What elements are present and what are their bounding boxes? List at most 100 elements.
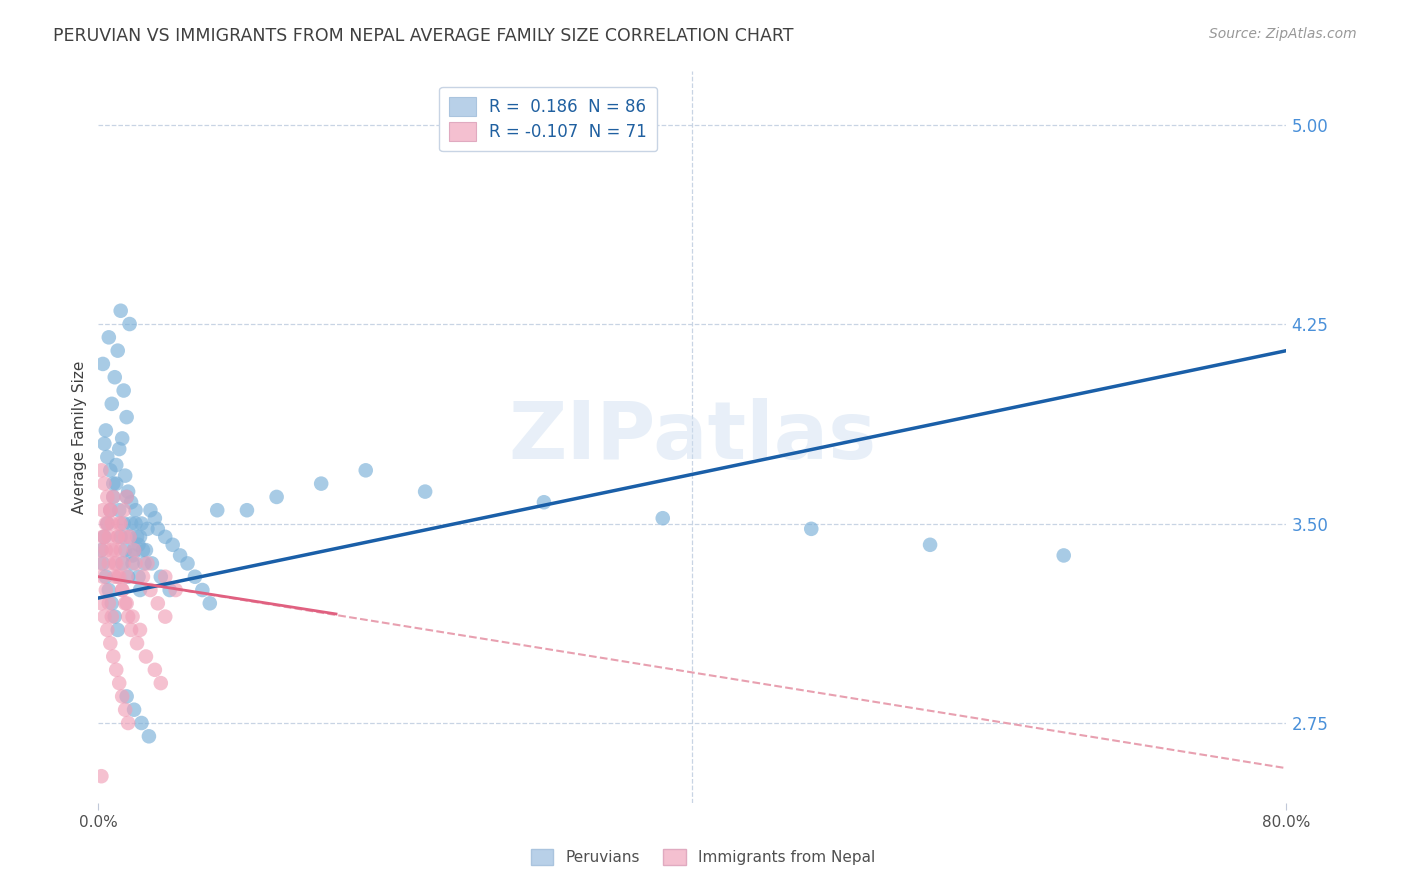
Legend: Peruvians, Immigrants from Nepal: Peruvians, Immigrants from Nepal: [524, 843, 882, 871]
Point: [120, 495, 142, 509]
Point: [90, 543, 112, 558]
Point: [115, 570, 138, 584]
Point: [155, 570, 177, 584]
Point: [96, 490, 118, 504]
Point: [105, 476, 128, 491]
Point: [117, 484, 139, 499]
Point: [136, 522, 159, 536]
Point: [122, 543, 145, 558]
Point: [90, 769, 112, 783]
Point: [101, 397, 124, 411]
Point: [135, 543, 157, 558]
Point: [93, 476, 115, 491]
Point: [117, 716, 139, 731]
Point: [143, 511, 166, 525]
Point: [101, 516, 124, 531]
Point: [176, 557, 198, 571]
Point: [93, 530, 115, 544]
Point: [800, 522, 823, 536]
Point: [112, 557, 135, 571]
Point: [90, 543, 112, 558]
Point: [111, 582, 134, 597]
Point: [141, 557, 163, 571]
Point: [98, 636, 121, 650]
Point: [91, 530, 114, 544]
Point: [1053, 549, 1076, 563]
Point: [198, 596, 221, 610]
Point: [118, 317, 141, 331]
Point: [104, 370, 127, 384]
Point: [207, 503, 229, 517]
Point: [413, 484, 436, 499]
Point: [97, 596, 120, 610]
Point: [107, 343, 129, 358]
Point: [118, 530, 141, 544]
Point: [139, 503, 162, 517]
Point: [115, 596, 138, 610]
Point: [129, 582, 152, 597]
Point: [121, 557, 143, 571]
Point: [134, 557, 156, 571]
Point: [129, 530, 152, 544]
Text: Source: ZipAtlas.com: Source: ZipAtlas.com: [1209, 27, 1357, 41]
Point: [101, 609, 124, 624]
Point: [155, 530, 177, 544]
Point: [121, 549, 143, 563]
Point: [107, 530, 129, 544]
Point: [114, 596, 136, 610]
Point: [96, 516, 118, 531]
Text: PERUVIAN VS IMMIGRANTS FROM NEPAL AVERAGE FAMILY SIZE CORRELATION CHART: PERUVIAN VS IMMIGRANTS FROM NEPAL AVERAG…: [53, 27, 794, 45]
Point: [114, 468, 136, 483]
Point: [169, 549, 191, 563]
Point: [118, 530, 141, 544]
Point: [122, 703, 145, 717]
Point: [103, 649, 125, 664]
Point: [93, 436, 115, 450]
Point: [120, 516, 142, 531]
Point: [191, 582, 214, 597]
Point: [114, 703, 136, 717]
Point: [146, 522, 169, 536]
Point: [354, 463, 377, 477]
Point: [91, 570, 114, 584]
Point: [112, 516, 135, 531]
Point: [136, 557, 159, 571]
Point: [266, 490, 288, 504]
Point: [97, 582, 120, 597]
Point: [98, 503, 121, 517]
Point: [104, 557, 127, 571]
Point: [117, 570, 139, 584]
Point: [103, 490, 125, 504]
Point: [98, 503, 121, 517]
Point: [111, 690, 134, 704]
Point: [110, 530, 132, 544]
Point: [309, 476, 332, 491]
Point: [89, 557, 111, 571]
Point: [132, 543, 155, 558]
Point: [131, 716, 153, 731]
Point: [96, 516, 118, 531]
Point: [651, 511, 673, 525]
Point: [103, 490, 125, 504]
Point: [112, 384, 135, 398]
Point: [110, 516, 132, 531]
Point: [105, 557, 128, 571]
Point: [533, 495, 555, 509]
Point: [108, 676, 131, 690]
Point: [155, 609, 177, 624]
Point: [105, 663, 128, 677]
Point: [128, 570, 150, 584]
Point: [131, 516, 153, 531]
Point: [94, 543, 117, 558]
Point: [114, 530, 136, 544]
Point: [90, 596, 112, 610]
Point: [143, 663, 166, 677]
Point: [108, 516, 131, 531]
Text: ZIPatlas: ZIPatlas: [509, 398, 876, 476]
Point: [184, 570, 207, 584]
Point: [128, 538, 150, 552]
Point: [124, 516, 146, 531]
Point: [111, 582, 134, 597]
Point: [115, 410, 138, 425]
Point: [122, 543, 145, 558]
